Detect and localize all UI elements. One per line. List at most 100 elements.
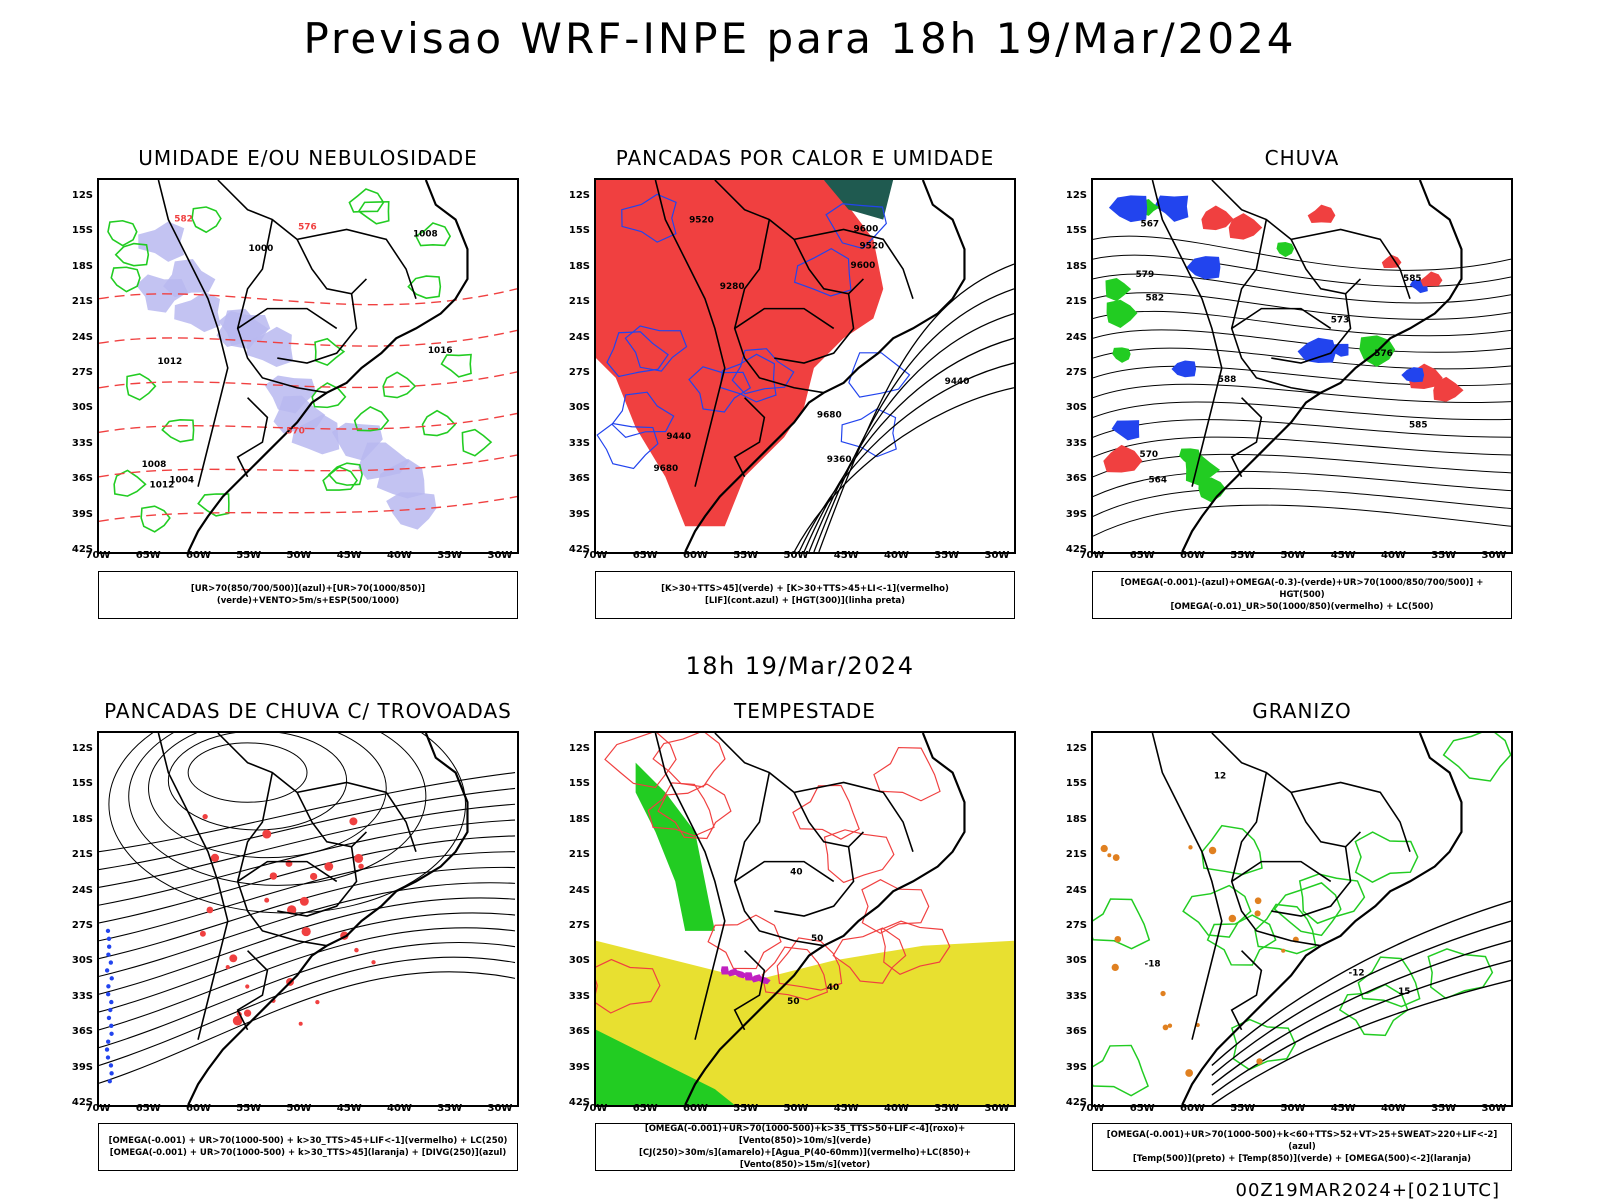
country-border	[296, 228, 417, 299]
lon-tick-label: 30W	[1481, 550, 1507, 561]
divergence-mark	[104, 1047, 110, 1052]
storm-cell	[371, 960, 376, 965]
storm-cell	[744, 972, 753, 981]
lif-contour	[825, 203, 887, 250]
lat-tick-label: 21S	[71, 849, 93, 861]
streamline	[1093, 235, 1511, 271]
rain-area	[1154, 195, 1189, 222]
lat-tick-label: 24S	[1065, 331, 1087, 343]
omega-mark	[1112, 854, 1120, 861]
streamline	[1093, 504, 1511, 537]
rain-area	[1171, 360, 1197, 378]
rain-area	[1198, 477, 1227, 503]
legend-box-2: [K>30+TTS>45](verde) + [K>30+TTS>45+LI<-…	[595, 571, 1015, 619]
lon-tick-label: 50W	[1280, 550, 1306, 561]
lon-tick-label: 45W	[336, 550, 362, 561]
lon-tick-label: 40W	[884, 1103, 909, 1114]
instability-area	[596, 180, 884, 527]
lat-tick-label: 21S	[71, 296, 93, 308]
lon-tick-label: 40W	[387, 1103, 412, 1114]
streamline	[1093, 383, 1511, 403]
omega-mark	[1111, 963, 1119, 972]
storm-cell	[199, 930, 206, 937]
contour-label: 12	[1214, 772, 1226, 782]
lat-tick-label: 18S	[1065, 813, 1087, 825]
contour-label: 9520	[689, 216, 714, 226]
rain-area	[1179, 448, 1201, 466]
lat-tick-label: 42S	[1065, 544, 1087, 555]
lat-tick-label: 18S	[568, 813, 590, 825]
lon-tick-label: 65W	[1129, 1103, 1155, 1114]
lon-tick-label: 40W	[387, 550, 412, 561]
streamline	[99, 835, 516, 924]
temp850-contour	[1093, 898, 1151, 950]
streamline	[1093, 470, 1511, 498]
streamline-loop	[187, 742, 308, 803]
rain-area	[1228, 213, 1263, 240]
contour-label: 1004	[169, 476, 194, 486]
divergence-mark	[105, 1055, 111, 1060]
country-border	[1151, 180, 1223, 487]
lon-tick-label: 50W	[286, 550, 312, 561]
storm-cell	[245, 984, 250, 989]
contour-label: 9280	[720, 282, 745, 292]
temp500-contour	[1211, 979, 1511, 1105]
height-contour	[818, 263, 1014, 552]
map-graphic-6: -12 -18 15 12	[1093, 733, 1511, 1105]
humidity-area	[174, 291, 221, 333]
contour-label: 40	[790, 867, 802, 877]
contour-label: 564	[1148, 476, 1167, 486]
divergence-mark	[109, 999, 114, 1005]
thickness-contour	[99, 495, 517, 523]
lon-tick-label: 40W	[884, 550, 909, 561]
legend-line: [OMEGA(-0.001) + UR>70(1000-500) + k>30_…	[109, 1148, 507, 1158]
storm-cell	[354, 853, 364, 863]
lon-tick-label: 55W	[236, 1103, 262, 1114]
lat-tick-label: 39S	[568, 1061, 590, 1073]
legend-box-6: [OMEGA(-0.001)+UR>70(1000-500)+k<60+TTS>…	[1092, 1123, 1512, 1171]
storm-cell	[202, 813, 208, 820]
humidity-area	[163, 259, 216, 298]
lon-tick-label: 30W	[487, 550, 513, 561]
map-graphic-3: 585 582 579 576 573 570 567 564 588 585	[1093, 180, 1511, 552]
rain-area	[1112, 347, 1131, 363]
omega-mark	[1188, 845, 1193, 850]
map-graphic-2: 9680 9600 9520 9440 9360 9280 9680 9600 9520 9440	[596, 180, 1014, 552]
height-contour	[813, 288, 1014, 552]
contour-label: 9440	[666, 432, 691, 442]
omega-mark	[1160, 990, 1166, 997]
lon-tick-label: 50W	[286, 1103, 312, 1114]
lat-tick-label: 30S	[568, 402, 590, 414]
lon-tick-label: 60W	[683, 550, 708, 561]
lon-tick-label: 70W	[85, 550, 111, 561]
streamline	[99, 772, 516, 853]
country-border	[733, 950, 766, 1031]
country-border	[277, 293, 358, 364]
rain-area	[1401, 367, 1425, 383]
water-contour	[647, 782, 715, 837]
lif-contour	[688, 366, 752, 413]
storm-cell	[210, 853, 220, 863]
temp850-contour	[1354, 831, 1419, 884]
map-panel-3: 585 582 579 576 573 570 567 564 588 585	[1091, 178, 1513, 554]
contour-label: 9360	[827, 455, 852, 465]
lif-contour	[611, 391, 675, 438]
lat-tick-label: 24S	[71, 331, 93, 343]
water-contour	[652, 733, 726, 788]
lat-tick-label: 39S	[71, 508, 93, 520]
height-contour	[803, 337, 1014, 552]
storm-cell	[262, 829, 272, 839]
country-border	[296, 781, 417, 852]
lon-tick-label: 60W	[186, 1103, 211, 1114]
omega-mark	[1185, 1069, 1193, 1077]
rain-area	[1433, 376, 1464, 402]
storm-cell	[358, 863, 364, 870]
lat-tick-label: 36S	[568, 1026, 590, 1038]
country-border	[1271, 293, 1352, 364]
streamline-loop	[167, 733, 348, 831]
divergence-mark	[109, 976, 114, 981]
rain-area	[1307, 204, 1336, 223]
temp850-contour	[1298, 873, 1366, 925]
humidity-area	[138, 221, 185, 262]
streamline-loop	[128, 733, 427, 886]
